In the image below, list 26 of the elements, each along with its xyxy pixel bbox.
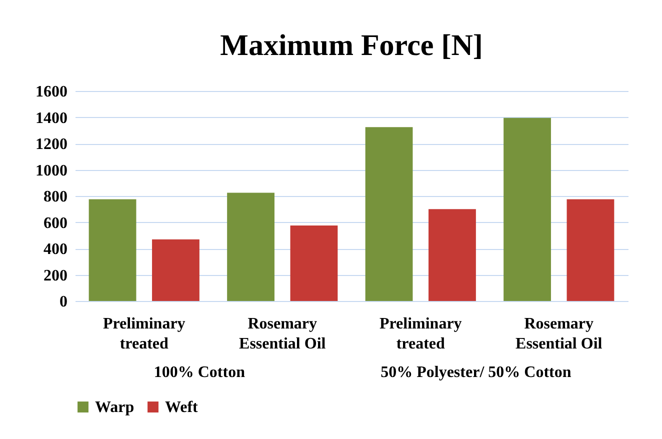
y-tick-label: 1600 bbox=[36, 84, 68, 100]
x-tick-label: Preliminary treated bbox=[379, 316, 462, 352]
chart-title: Maximum Force [N] bbox=[220, 29, 483, 62]
legend-label: Weft bbox=[165, 399, 199, 416]
y-tick-label: 200 bbox=[44, 267, 68, 284]
bar bbox=[504, 118, 551, 301]
x-tick-label: Rosemary Essential Oil bbox=[516, 316, 603, 352]
y-tick-label: 0 bbox=[60, 294, 68, 310]
bar bbox=[152, 239, 200, 301]
bar bbox=[227, 192, 274, 301]
x-tick-label: Preliminary treated bbox=[102, 316, 186, 352]
bar bbox=[365, 127, 413, 301]
y-tick-label: 400 bbox=[44, 241, 68, 258]
y-tick-label: 600 bbox=[44, 214, 68, 232]
y-tick-label: 1200 bbox=[36, 136, 68, 153]
text: 100% Cotton bbox=[154, 364, 246, 381]
y-tick-label: 1000 bbox=[36, 162, 68, 180]
bar bbox=[428, 209, 476, 301]
y-tick-label: 1400 bbox=[36, 110, 68, 127]
bar bbox=[88, 199, 136, 301]
x-tick-label: Rosemary Essential Oil bbox=[239, 316, 326, 352]
bar bbox=[290, 226, 338, 301]
legend-label: Warp bbox=[95, 399, 134, 416]
bar bbox=[566, 199, 614, 301]
y-tick-label: 800 bbox=[44, 188, 68, 206]
text: 50% Polyester/ 50% Cotton bbox=[380, 364, 572, 381]
